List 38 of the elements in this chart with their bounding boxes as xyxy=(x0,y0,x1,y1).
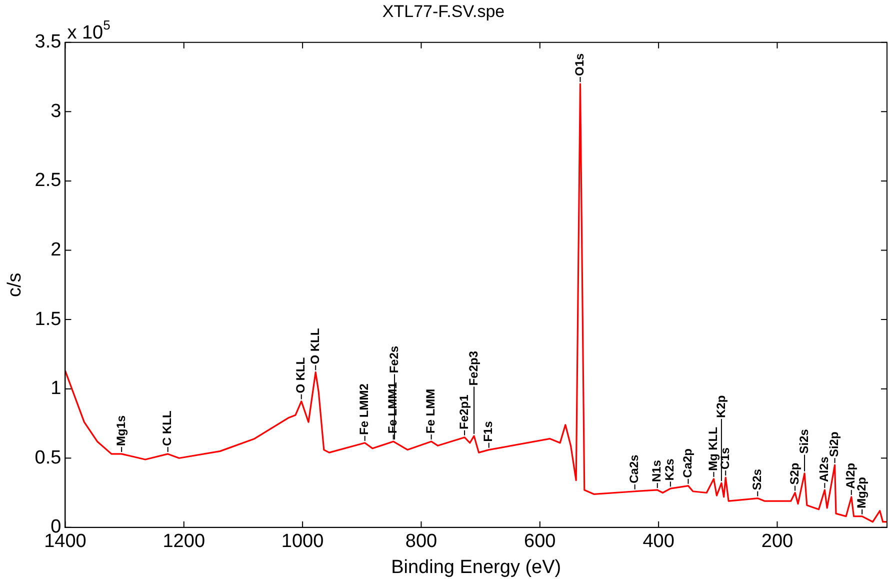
annotation: Fe LMM xyxy=(424,388,438,434)
annotation: Si2s xyxy=(796,428,811,454)
y-tick-label: 1.5 xyxy=(34,308,62,330)
annotation: O KLL xyxy=(308,328,322,364)
annotation: Mg KLL xyxy=(706,426,720,471)
annotation: Al2s xyxy=(817,456,832,482)
annotation: F1s xyxy=(481,420,496,442)
chart-title: XTL77-F.SV.spe xyxy=(382,2,505,21)
annotation: S2s xyxy=(750,468,764,490)
x-tick-label: 400 xyxy=(642,531,674,552)
y-axis-title: c/s xyxy=(4,272,26,298)
annotation: K2p xyxy=(714,395,728,418)
y-tick-label: 2 xyxy=(50,239,62,260)
y-tick-label: 3 xyxy=(50,100,62,122)
annotation: Fe2s xyxy=(386,345,401,374)
y-tick-label: 0.5 xyxy=(34,447,62,468)
x-tick-label: 1200 xyxy=(162,531,206,552)
x-tick-label: 1000 xyxy=(281,531,324,552)
x-axis-title: Binding Energy (eV) xyxy=(391,556,562,578)
annotation: C KLL xyxy=(160,410,174,446)
annotation: O1s xyxy=(572,52,587,76)
annotation: N1s xyxy=(650,460,664,482)
annotation: Si2p xyxy=(827,432,842,458)
annotation: K2s xyxy=(662,458,677,481)
annotation: Fe LMM2 xyxy=(357,383,372,435)
y-tick-label: 3.5 xyxy=(34,32,62,53)
annotation: Mg1s xyxy=(114,414,128,446)
annotation: Fe2p3 xyxy=(466,350,480,386)
annotation: Ca2p xyxy=(680,448,695,478)
y-tick-label: 1 xyxy=(50,378,62,400)
annotation: Fe2p1 xyxy=(456,394,471,430)
x-tick-label: 200 xyxy=(761,531,794,552)
x-tick-label: 600 xyxy=(524,531,556,552)
annotation: S2p xyxy=(787,462,802,485)
x-tick-label: 800 xyxy=(405,531,438,552)
annotation: Ca2s xyxy=(627,454,642,484)
y-tick-label: 2.5 xyxy=(34,170,62,192)
annotation: O KLL xyxy=(294,357,308,394)
